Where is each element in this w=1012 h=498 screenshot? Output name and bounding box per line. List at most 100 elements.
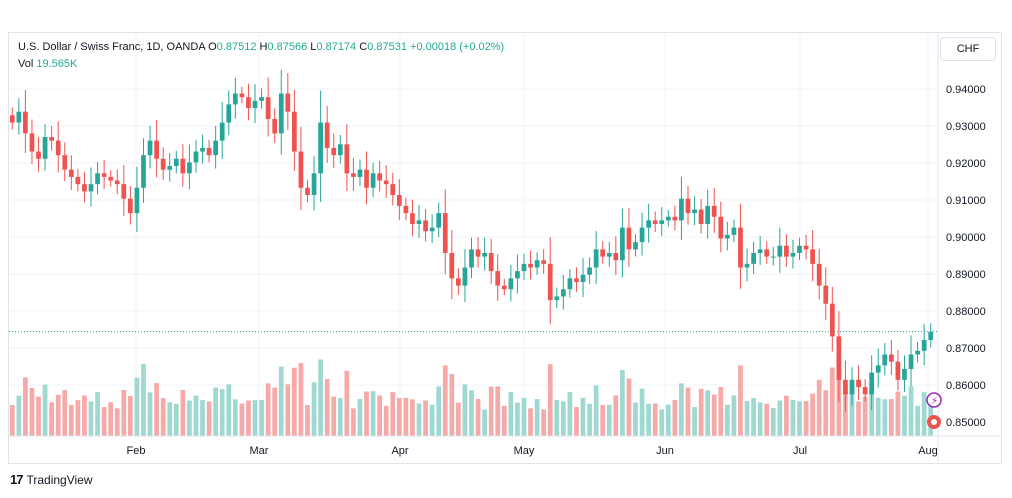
candle-body	[606, 253, 612, 257]
volume-bar	[908, 386, 914, 436]
candle-body	[757, 249, 763, 253]
candle-body	[311, 173, 317, 196]
candle-body	[541, 260, 547, 264]
candle-body	[134, 187, 140, 214]
volume-bar	[82, 395, 87, 436]
volume-bar	[888, 399, 894, 436]
candle-body	[449, 253, 455, 279]
candle-body	[620, 227, 625, 261]
volume-bar	[652, 403, 658, 436]
x-tick-label: Jul	[793, 445, 807, 457]
price-axis[interactable]: 0.94000 0.93000 0.92000 0.91000 0.90000 0.890…	[937, 34, 986, 462]
volume-bar	[95, 392, 100, 436]
candle-body	[797, 245, 802, 253]
candle-body	[436, 213, 442, 228]
volume-bar	[36, 396, 41, 436]
volume-bar	[882, 399, 888, 436]
ohlc-legend: U.S. Dollar / Swiss Franc, 1D, OANDA O0.…	[18, 41, 504, 53]
volume-bar	[331, 396, 337, 436]
candle-body	[226, 104, 232, 123]
candle-body	[173, 158, 179, 167]
volume-bar	[292, 367, 297, 436]
volume-bar	[731, 395, 737, 436]
candle-body	[36, 151, 41, 159]
time-axis[interactable]: Feb Mar Apr May Jun Jul Aug	[8, 435, 1002, 457]
lightning-icon[interactable]	[926, 392, 942, 408]
high-value: 0.87566	[267, 41, 308, 53]
volume-bar	[646, 403, 651, 436]
candle-body	[331, 147, 337, 156]
x-tick-label: Mar	[250, 445, 269, 457]
candle-body	[744, 263, 750, 268]
candle-body	[600, 249, 606, 257]
tradingview-logo-icon: 17	[10, 472, 24, 487]
candle-body	[337, 144, 343, 156]
candle-body	[613, 253, 619, 261]
volume-bar	[62, 390, 68, 436]
svg-text:⚡: ⚡	[931, 396, 938, 407]
volume-bar	[469, 390, 474, 436]
y-tick-label: 0.90000	[946, 232, 986, 244]
candle-body	[364, 169, 369, 188]
currency-selector[interactable]: CHF	[940, 37, 996, 61]
candle-body	[187, 162, 192, 174]
volume-bar	[75, 400, 81, 436]
x-tick-label: Aug	[918, 445, 938, 457]
volume-bar	[751, 398, 756, 436]
candle-body	[882, 354, 888, 366]
candle-body	[652, 220, 658, 225]
volume-bar	[580, 397, 586, 436]
volume-bar	[23, 377, 28, 436]
candle-body	[843, 379, 848, 395]
volume-bar	[620, 369, 625, 436]
chart-frame	[8, 32, 1002, 464]
candle-body	[396, 195, 402, 206]
volume-bar	[128, 396, 133, 436]
candle-body	[738, 227, 743, 268]
candle-body	[219, 122, 225, 141]
candle-body	[560, 289, 566, 297]
symbol-name[interactable]: U.S. Dollar / Swiss Franc, 1D, OANDA	[18, 41, 206, 53]
volume-label[interactable]: Vol	[18, 58, 34, 70]
volume-bar	[777, 400, 783, 436]
volume-bar	[403, 397, 409, 436]
volume-bar	[410, 399, 415, 436]
candle-body	[639, 227, 645, 243]
tradingview-branding[interactable]: 17 TradingView	[10, 472, 93, 487]
volume-bar	[547, 364, 553, 436]
volume-bar	[101, 407, 107, 436]
volume-bar	[902, 395, 907, 436]
volume-bar	[383, 405, 389, 436]
volume-bar	[134, 377, 140, 436]
candle-body	[482, 253, 487, 257]
volume-bar	[193, 395, 199, 436]
volume-bar	[541, 409, 547, 436]
candle-body	[147, 140, 153, 156]
volume-bar	[770, 408, 776, 436]
volume-bar	[180, 390, 186, 436]
volume-bar	[344, 370, 350, 436]
alert-icons[interactable]: ⚡	[926, 392, 942, 429]
candle-body	[915, 350, 920, 355]
candle-body	[193, 151, 199, 163]
volume-bar	[823, 390, 829, 436]
volume-bar	[423, 400, 428, 436]
candle-body	[770, 256, 776, 258]
volume-bar	[449, 374, 455, 436]
volume-bar	[187, 400, 192, 436]
volume-bar	[232, 399, 238, 436]
candle-body	[167, 166, 173, 170]
candle-body	[213, 140, 219, 156]
candle-body	[469, 249, 474, 268]
volume-bar	[921, 392, 927, 436]
volume-bar	[55, 394, 61, 436]
candle-body	[410, 213, 415, 225]
volume-bar	[692, 407, 697, 436]
candle-body	[626, 227, 632, 250]
candle-body	[718, 216, 724, 239]
candle-body	[101, 173, 107, 177]
volume-bar	[718, 387, 724, 436]
volume-bar	[633, 402, 638, 436]
candle-body	[823, 285, 829, 304]
